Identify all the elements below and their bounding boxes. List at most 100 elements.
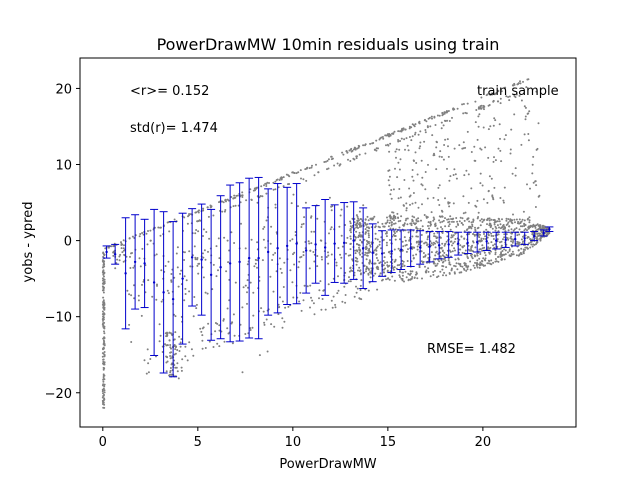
scatter-point	[442, 158, 445, 161]
scatter-point	[346, 236, 349, 239]
y-tick-label: 0	[64, 235, 72, 250]
scatter-point	[249, 329, 252, 331]
scatter-point	[518, 228, 521, 231]
scatter-point	[488, 217, 491, 220]
scatter-point	[356, 257, 359, 260]
scatter-point	[514, 96, 517, 99]
scatter-point	[444, 197, 446, 200]
scatter-point	[446, 167, 448, 170]
scatter-point	[165, 344, 168, 347]
scatter-point	[346, 205, 349, 208]
scatter-point	[142, 233, 145, 236]
scatter-point	[397, 197, 400, 200]
scatter-point	[418, 266, 421, 269]
scatter-point	[130, 294, 133, 297]
scatter-point	[359, 284, 362, 287]
scatter-point	[481, 221, 484, 223]
scatter-point	[428, 227, 430, 230]
scatter-point	[431, 134, 434, 137]
scatter-point	[448, 201, 451, 204]
scatter-point	[299, 291, 302, 294]
scatter-point	[427, 253, 430, 256]
scatter-point	[454, 238, 457, 240]
scatter-point	[330, 155, 333, 158]
scatter-point	[102, 299, 105, 302]
scatter-point	[492, 244, 495, 247]
scatter-point	[118, 255, 121, 258]
scatter-point	[472, 233, 475, 235]
scatter-point	[242, 286, 245, 289]
scatter-point	[379, 272, 382, 275]
scatter-point	[479, 264, 482, 266]
scatter-point	[360, 240, 363, 243]
scatter-point	[531, 172, 534, 175]
scatter-point	[123, 244, 125, 247]
scatter-point	[358, 226, 361, 228]
scatter-point	[101, 303, 104, 306]
scatter-point	[225, 200, 227, 203]
scatter-point	[499, 149, 502, 152]
scatter-point	[424, 129, 427, 131]
scatter-point	[497, 147, 500, 150]
scatter-point	[282, 176, 285, 179]
scatter-point	[389, 252, 392, 255]
scatter-point	[173, 276, 176, 279]
scatter-point	[475, 109, 478, 111]
scatter-point	[179, 272, 182, 275]
scatter-point	[507, 251, 509, 254]
scatter-point	[441, 215, 444, 218]
scatter-point	[193, 245, 196, 248]
scatter-point	[357, 227, 359, 229]
scatter-point	[373, 215, 376, 218]
scatter-point	[476, 254, 479, 257]
scatter-point	[181, 358, 184, 361]
scatter-point	[404, 239, 407, 242]
scatter-point	[450, 236, 453, 239]
scatter-point	[103, 313, 106, 316]
scatter-point	[101, 388, 104, 391]
scatter-point	[493, 186, 496, 189]
scatter-point	[281, 317, 284, 320]
scatter-point	[465, 269, 468, 272]
scatter-point	[531, 245, 534, 248]
scatter-point	[432, 262, 435, 265]
scatter-point	[376, 288, 379, 291]
scatter-point	[438, 184, 441, 187]
scatter-point	[209, 206, 212, 209]
scatter-point	[308, 167, 311, 170]
scatter-point	[385, 241, 388, 244]
scatter-point	[349, 220, 352, 223]
scatter-point	[313, 260, 316, 263]
scatter-point	[425, 120, 428, 123]
scatter-point	[155, 253, 158, 256]
scatter-point	[244, 247, 247, 250]
scatter-point	[499, 137, 501, 140]
scatter-point	[235, 194, 238, 197]
scatter-point	[401, 271, 404, 274]
scatter-point	[511, 253, 514, 256]
scatter-point	[402, 127, 405, 130]
scatter-point	[449, 228, 452, 231]
scatter-point	[349, 242, 352, 245]
scatter-point	[407, 231, 410, 234]
scatter-point	[137, 294, 140, 297]
rmse-annotation: RMSE= 1.482	[427, 342, 516, 357]
scatter-point	[357, 236, 360, 239]
scatter-point	[223, 210, 226, 213]
scatter-point	[425, 241, 428, 244]
scatter-point	[476, 263, 479, 266]
scatter-point	[247, 286, 249, 289]
scatter-point	[236, 194, 239, 197]
error-bar-mean	[494, 239, 498, 242]
scatter-point	[157, 226, 160, 229]
scatter-point	[412, 257, 415, 259]
scatter-point	[212, 214, 215, 217]
scatter-point	[377, 259, 379, 262]
scatter-point	[233, 194, 236, 197]
scatter-point	[102, 296, 105, 299]
scatter-point	[122, 247, 125, 250]
scatter-point	[497, 260, 500, 263]
scatter-point	[324, 308, 327, 311]
scatter-point	[101, 384, 104, 387]
scatter-point	[488, 219, 491, 222]
